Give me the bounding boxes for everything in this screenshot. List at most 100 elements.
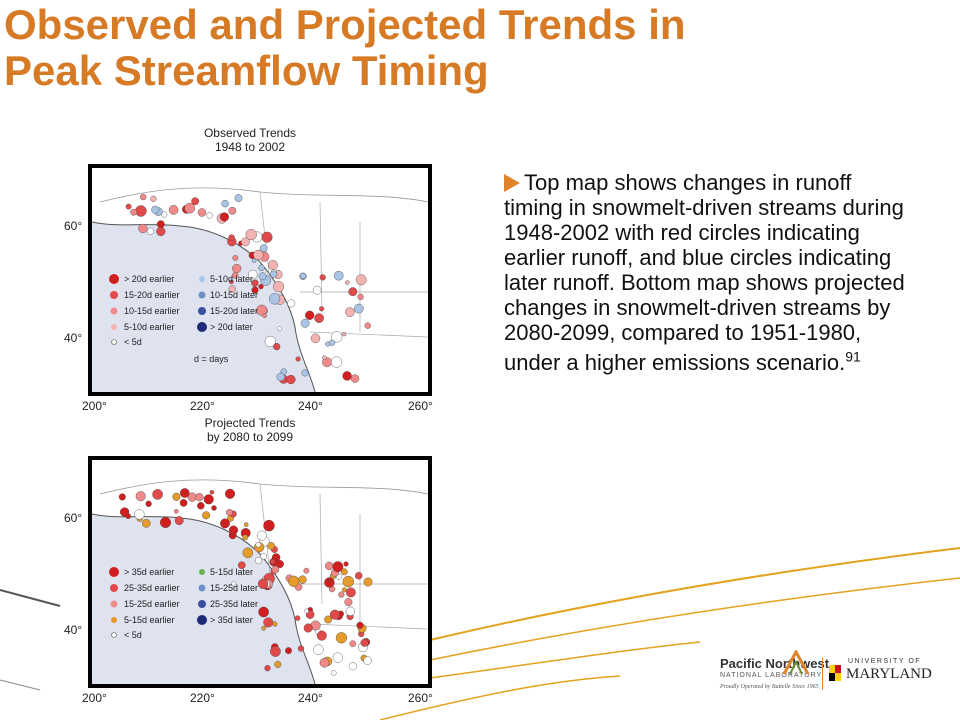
station-dot	[234, 194, 243, 202]
slide-title: Observed and Projected Trends in Peak St…	[4, 2, 904, 94]
station-dot	[174, 509, 179, 514]
station-dot	[269, 293, 281, 305]
station-dot	[331, 356, 343, 368]
ocean-area	[92, 222, 315, 392]
station-dot	[325, 561, 334, 571]
ocean-area	[92, 514, 315, 684]
station-dot	[328, 577, 333, 582]
station-dot	[118, 493, 126, 501]
station-dot	[125, 203, 132, 210]
station-dot	[325, 341, 331, 347]
legend-label: 25-35d later	[210, 599, 258, 609]
pnnl-subtitle: NATIONAL LABORATORY	[720, 672, 823, 679]
x-tick-label: 200°	[82, 399, 107, 413]
station-dot	[319, 657, 330, 668]
station-dot	[242, 534, 249, 541]
coastline	[91, 513, 316, 685]
station-dot	[231, 581, 237, 587]
legend-label: 15-20d later	[210, 306, 258, 316]
station-dot	[360, 638, 369, 647]
station-dot	[273, 343, 281, 351]
station-dot	[300, 318, 310, 328]
legend-label: 5-15d earlier	[124, 615, 175, 625]
legend-label: 15-25d later	[210, 583, 258, 593]
station-dot	[303, 567, 310, 574]
station-dot	[145, 500, 152, 507]
map-heading-line2: 1948 to 2002	[214, 140, 286, 154]
station-dot	[329, 339, 336, 346]
observed-trends-map: Observed Trends 1948 to 2002 > 20d earli…	[60, 126, 440, 416]
station-dot	[316, 630, 327, 641]
legend-swatch	[198, 584, 206, 592]
station-dot	[224, 488, 235, 499]
station-dot	[287, 299, 296, 308]
station-dot	[285, 647, 292, 655]
bullet-arrow-icon	[504, 174, 520, 192]
station-dot	[156, 220, 165, 229]
station-dot	[232, 263, 242, 274]
station-dot	[195, 492, 204, 502]
legend-swatch	[110, 584, 118, 592]
station-dot	[254, 556, 263, 565]
station-dot	[243, 522, 249, 527]
map-heading-line1: Observed Trends	[203, 126, 297, 140]
legend-label: 10-15d earlier	[124, 306, 180, 316]
station-dot	[322, 355, 327, 360]
x-tick-label: 220°	[190, 399, 215, 413]
station-dot	[364, 322, 371, 329]
legend-swatch	[197, 615, 207, 625]
observed-map-figure: > 20d earlier 15-20d earlier 10-15d earl…	[64, 164, 433, 413]
station-dot	[228, 234, 235, 241]
station-dot	[295, 356, 301, 362]
map-heading: Observed Trends 1948 to 2002	[180, 126, 320, 154]
station-dot	[335, 632, 348, 644]
logo-divider	[822, 658, 823, 690]
station-dot	[253, 249, 264, 261]
station-dot	[142, 519, 151, 528]
legend-label: 15-20d earlier	[124, 290, 180, 300]
x-tick-label: 200°	[82, 691, 107, 704]
map-legend: > 20d earlier 15-20d earlier 10-15d earl…	[109, 274, 258, 364]
umd-university-of: UNIVERSITY OF	[848, 658, 922, 665]
station-dot	[319, 274, 326, 281]
station-dot	[240, 237, 250, 247]
station-dot	[345, 606, 355, 616]
legend-swatch	[110, 307, 118, 315]
station-dot	[138, 223, 148, 234]
station-dot	[229, 279, 234, 285]
y-tick-label: 60°	[64, 219, 82, 233]
station-dot	[245, 228, 257, 241]
station-dot	[348, 662, 357, 671]
station-dot	[330, 670, 337, 676]
station-dot	[363, 656, 372, 665]
x-tick-label: 260°	[408, 691, 433, 704]
station-dot	[332, 561, 344, 573]
station-dot	[319, 306, 325, 312]
station-dot	[267, 542, 275, 550]
station-dot	[161, 211, 168, 218]
y-tick-label: 40°	[64, 623, 82, 637]
station-dot	[203, 494, 214, 505]
station-dot	[271, 565, 280, 574]
station-dot	[219, 212, 229, 222]
station-dot	[356, 621, 364, 629]
legend-label: 15-25d earlier	[124, 599, 180, 609]
station-dot	[260, 552, 267, 560]
station-dot	[156, 226, 166, 237]
legend-label: < 5d	[124, 630, 142, 640]
legend-label: > 35d later	[210, 615, 253, 625]
station-dot	[312, 285, 322, 295]
station-dot	[228, 525, 238, 535]
legend-label: > 20d later	[210, 322, 253, 332]
legend-swatch	[199, 569, 205, 575]
station-dot	[258, 606, 269, 618]
station-dot	[269, 645, 281, 657]
station-dot	[172, 492, 181, 501]
station-dot	[355, 274, 367, 286]
bullet-text: Top map shows changes in runoff timing i…	[504, 170, 905, 375]
station-dot	[258, 283, 264, 290]
station-dot	[211, 505, 217, 511]
station-dot	[273, 280, 285, 293]
station-dot	[135, 205, 147, 217]
station-dot	[298, 575, 307, 584]
